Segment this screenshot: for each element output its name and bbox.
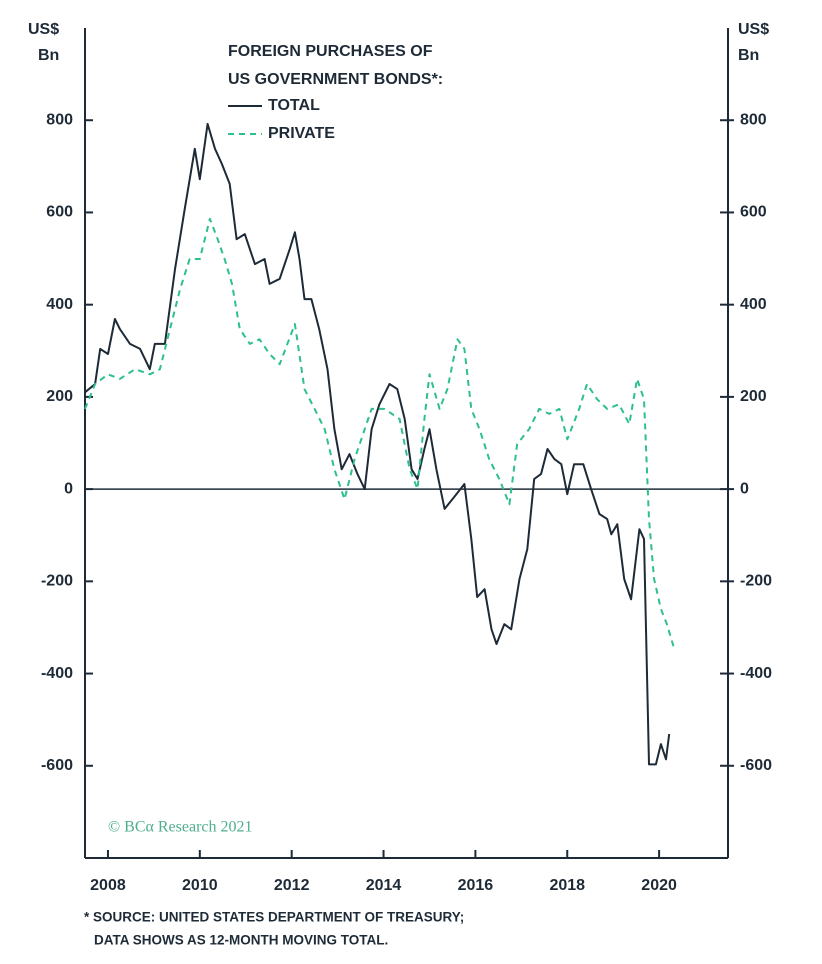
y-label: US$ bbox=[28, 21, 59, 38]
y2-tick-label: 200 bbox=[740, 388, 767, 405]
legend-label: TOTAL bbox=[268, 97, 320, 114]
watermark: © BCα Research 2021 bbox=[108, 819, 253, 836]
y2-tick-label: 400 bbox=[740, 296, 767, 313]
footnote: * SOURCE: UNITED STATES DEPARTMENT OF TR… bbox=[84, 910, 464, 925]
x-tick-label: 2018 bbox=[549, 877, 585, 894]
x-tick-label: 2012 bbox=[274, 877, 310, 894]
y-tick-label: 200 bbox=[46, 388, 73, 405]
y2-label: US$ bbox=[738, 21, 769, 38]
legend-title: US GOVERNMENT BONDS*: bbox=[228, 71, 443, 88]
y-tick-label: -200 bbox=[41, 573, 73, 590]
y-tick-label: 600 bbox=[46, 204, 73, 221]
x-tick-label: 2016 bbox=[458, 877, 494, 894]
legend-label: PRIVATE bbox=[268, 125, 335, 142]
x-tick-label: 2008 bbox=[90, 877, 126, 894]
y-tick-label: -400 bbox=[41, 665, 73, 682]
y-tick-label: 0 bbox=[64, 480, 73, 497]
y2-tick-label: 800 bbox=[740, 111, 767, 128]
y-tick-label: 400 bbox=[46, 296, 73, 313]
x-tick-label: 2014 bbox=[366, 877, 402, 894]
x-tick-label: 2010 bbox=[182, 877, 218, 894]
y-label: Bn bbox=[38, 47, 59, 64]
footnote: DATA SHOWS AS 12-MONTH MOVING TOTAL. bbox=[94, 933, 388, 948]
y2-tick-label: -200 bbox=[740, 573, 772, 590]
legend-title: FOREIGN PURCHASES OF bbox=[228, 43, 433, 60]
y2-tick-label: -400 bbox=[740, 665, 772, 682]
y2-tick-label: 600 bbox=[740, 204, 767, 221]
y-tick-label: 800 bbox=[46, 111, 73, 128]
y2-tick-label: -600 bbox=[740, 757, 772, 774]
y2-label: Bn bbox=[738, 47, 759, 64]
y2-tick-label: 0 bbox=[740, 480, 749, 497]
line-series bbox=[84, 122, 671, 766]
y-tick-label: -600 bbox=[41, 757, 73, 774]
x-tick-label: 2020 bbox=[641, 877, 677, 894]
